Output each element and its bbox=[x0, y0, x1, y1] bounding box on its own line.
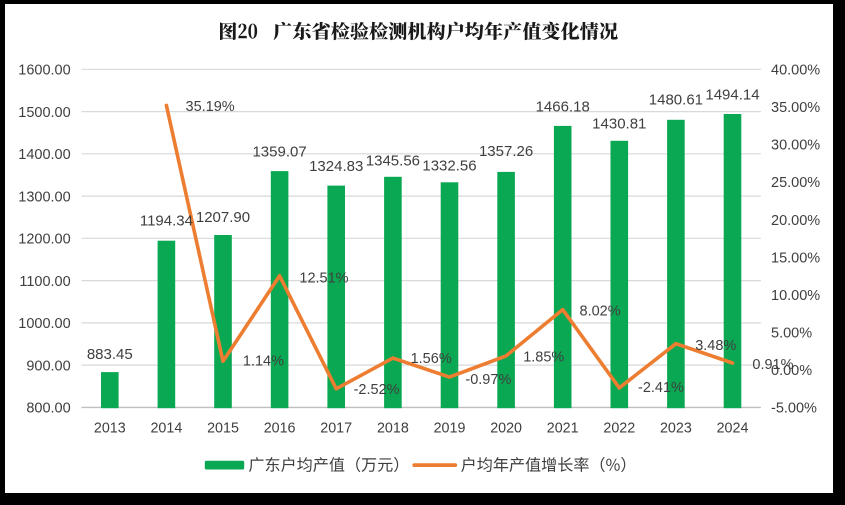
svg-text:1324.83: 1324.83 bbox=[309, 158, 363, 175]
svg-text:2022: 2022 bbox=[603, 420, 635, 436]
svg-text:-2.52%: -2.52% bbox=[354, 382, 400, 398]
svg-text:2023: 2023 bbox=[660, 420, 692, 436]
svg-text:15.00%: 15.00% bbox=[771, 250, 820, 266]
svg-text:3.48%: 3.48% bbox=[695, 338, 736, 354]
svg-text:2013: 2013 bbox=[94, 420, 126, 436]
svg-text:-5.00%: -5.00% bbox=[771, 401, 817, 417]
svg-text:1000.00: 1000.00 bbox=[18, 316, 70, 332]
svg-text:1494.14: 1494.14 bbox=[705, 87, 759, 104]
svg-text:1500.00: 1500.00 bbox=[18, 105, 70, 121]
svg-text:20.00%: 20.00% bbox=[771, 213, 820, 229]
svg-text:25.00%: 25.00% bbox=[771, 175, 820, 191]
svg-text:8.02%: 8.02% bbox=[580, 304, 621, 320]
svg-text:1345.56: 1345.56 bbox=[366, 152, 420, 169]
svg-text:1359.07: 1359.07 bbox=[252, 144, 306, 161]
svg-text:1400.00: 1400.00 bbox=[18, 147, 70, 163]
svg-text:1200.00: 1200.00 bbox=[18, 232, 70, 248]
svg-text:1.14%: 1.14% bbox=[243, 354, 284, 370]
svg-text:1100.00: 1100.00 bbox=[19, 274, 70, 290]
svg-text:2016: 2016 bbox=[264, 420, 296, 436]
svg-text:2024: 2024 bbox=[717, 420, 749, 436]
svg-text:2020: 2020 bbox=[490, 420, 522, 436]
svg-text:2014: 2014 bbox=[150, 420, 182, 436]
svg-text:1.56%: 1.56% bbox=[411, 351, 452, 367]
svg-text:-2.41%: -2.41% bbox=[638, 380, 684, 396]
svg-text:-0.97%: -0.97% bbox=[465, 372, 511, 388]
svg-text:5.00%: 5.00% bbox=[771, 326, 812, 342]
svg-text:1332.56: 1332.56 bbox=[422, 158, 476, 175]
svg-text:0.91%: 0.91% bbox=[752, 357, 793, 373]
svg-text:1.85%: 1.85% bbox=[523, 349, 564, 365]
svg-text:800.00: 800.00 bbox=[26, 401, 70, 417]
svg-text:2021: 2021 bbox=[547, 420, 579, 436]
svg-text:1430.81: 1430.81 bbox=[592, 115, 646, 132]
svg-text:35.19%: 35.19% bbox=[186, 99, 235, 115]
svg-text:2015: 2015 bbox=[207, 420, 239, 436]
svg-text:35.00%: 35.00% bbox=[771, 100, 820, 116]
svg-text:40.00%: 40.00% bbox=[771, 63, 820, 79]
svg-text:1357.26: 1357.26 bbox=[479, 143, 533, 160]
svg-text:1466.18: 1466.18 bbox=[536, 98, 590, 115]
svg-text:1480.61: 1480.61 bbox=[649, 91, 703, 108]
svg-text:0.00%: 0.00% bbox=[771, 363, 812, 379]
svg-text:883.45: 883.45 bbox=[87, 346, 133, 363]
svg-text:1194.34: 1194.34 bbox=[140, 213, 193, 230]
svg-text:1207.90: 1207.90 bbox=[196, 209, 250, 226]
svg-text:1600.00: 1600.00 bbox=[18, 63, 70, 79]
svg-text:2019: 2019 bbox=[434, 420, 466, 436]
svg-text:12.51%: 12.51% bbox=[299, 271, 348, 287]
svg-text:2018: 2018 bbox=[377, 420, 409, 436]
svg-text:900.00: 900.00 bbox=[26, 358, 70, 374]
svg-text:2017: 2017 bbox=[320, 420, 352, 436]
svg-text:1300.00: 1300.00 bbox=[18, 189, 70, 205]
svg-text:10.00%: 10.00% bbox=[771, 288, 820, 304]
svg-text:30.00%: 30.00% bbox=[771, 138, 820, 154]
